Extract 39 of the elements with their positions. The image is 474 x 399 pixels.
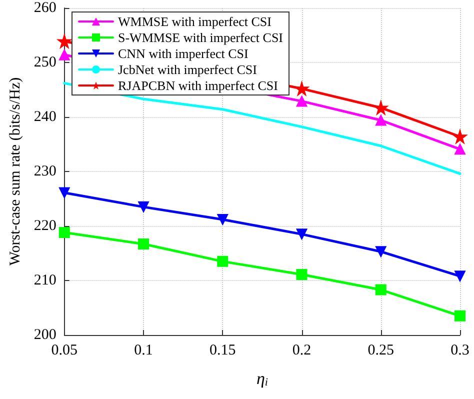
- x-tick-label: 0.05: [51, 342, 78, 358]
- x-tick-label: 0.1: [134, 342, 153, 358]
- point: [138, 201, 150, 212]
- point: [296, 269, 308, 280]
- y-tick-label: 210: [34, 272, 56, 288]
- x-tick-label: 0.2: [292, 342, 312, 358]
- y-tick-label: 240: [34, 109, 56, 125]
- point: [294, 82, 309, 96]
- point: [374, 100, 388, 115]
- legend-label: JcbNet with imperfect CSI: [118, 62, 257, 77]
- point: [375, 284, 386, 296]
- point: [375, 246, 386, 258]
- y-tick-label: 200: [34, 327, 56, 343]
- y-tick-label: 230: [34, 164, 56, 180]
- point: [296, 96, 308, 107]
- x-tick-label: 0.25: [368, 342, 394, 358]
- legend-label: WMMSE with imperfect CSI: [118, 14, 272, 29]
- point: [453, 130, 467, 144]
- legend-label: CNN with imperfect CSI: [118, 46, 248, 61]
- legend-label: RJAPCBN with imperfect CSI: [118, 78, 278, 93]
- x-tick-label: 0.3: [450, 342, 470, 358]
- y-tick-label: 220: [34, 218, 56, 234]
- point: [217, 214, 228, 225]
- point: [454, 144, 466, 155]
- point: [454, 270, 466, 282]
- x-tick-label: 0.15: [210, 342, 236, 358]
- point: [217, 256, 228, 267]
- y-axis-title: Worst-case sum rate (bits/s/Hz): [8, 77, 24, 266]
- y-tick-label: 260: [34, 0, 56, 16]
- point: [58, 187, 70, 198]
- legend-label: S-WMMSE with imperfect CSI: [118, 30, 284, 45]
- point: [375, 114, 386, 126]
- point: [296, 228, 308, 240]
- point: [58, 227, 70, 238]
- point: [58, 49, 70, 60]
- y-tick-label: 250: [34, 54, 56, 70]
- point: [138, 238, 150, 250]
- point: [454, 310, 466, 322]
- point: [57, 34, 72, 48]
